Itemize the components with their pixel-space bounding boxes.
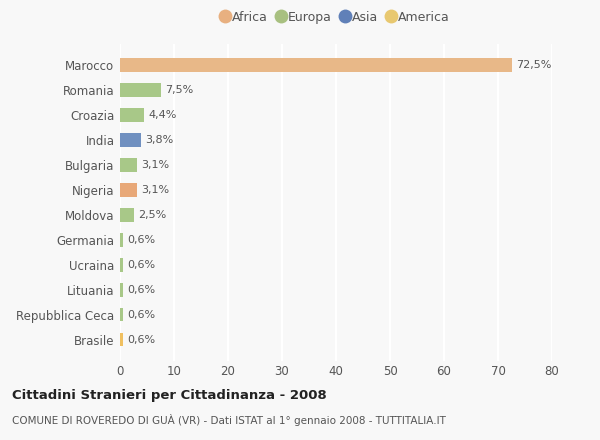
Text: 0,6%: 0,6% [128,334,155,345]
Bar [120,59,511,72]
Bar [120,158,137,172]
Bar [120,283,123,297]
Text: 0,6%: 0,6% [128,260,155,270]
Text: 4,4%: 4,4% [148,110,176,120]
Text: 0,6%: 0,6% [128,310,155,319]
Text: 3,1%: 3,1% [141,185,169,195]
Text: Cittadini Stranieri per Cittadinanza - 2008: Cittadini Stranieri per Cittadinanza - 2… [12,389,327,403]
Bar [120,258,123,271]
Bar [120,233,123,247]
Bar [120,308,123,322]
Bar [120,83,161,97]
Text: COMUNE DI ROVEREDO DI GUÀ (VR) - Dati ISTAT al 1° gennaio 2008 - TUTTITALIA.IT: COMUNE DI ROVEREDO DI GUÀ (VR) - Dati IS… [12,414,446,426]
Bar [120,183,137,197]
Legend: Africa, Europa, Asia, America: Africa, Europa, Asia, America [217,6,455,29]
Bar [120,208,133,222]
Text: 72,5%: 72,5% [516,60,551,70]
Text: 2,5%: 2,5% [138,210,166,220]
Text: 0,6%: 0,6% [128,285,155,295]
Text: 7,5%: 7,5% [165,85,193,95]
Bar [120,333,123,346]
Bar [120,133,140,147]
Bar [120,108,144,122]
Text: 0,6%: 0,6% [128,235,155,245]
Text: 3,8%: 3,8% [145,135,173,145]
Text: 3,1%: 3,1% [141,160,169,170]
